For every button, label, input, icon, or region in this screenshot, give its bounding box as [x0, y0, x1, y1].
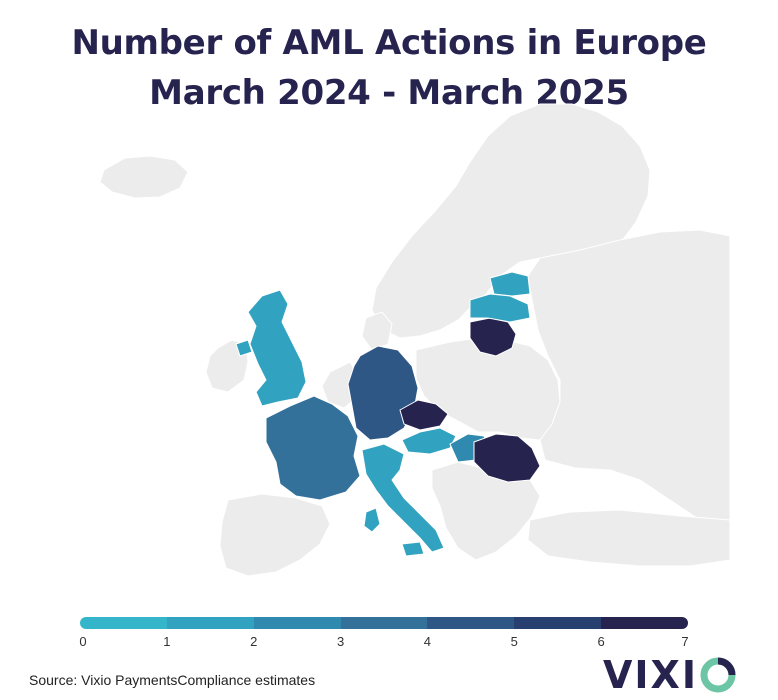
- legend-segment: [80, 617, 167, 629]
- country-romania: [473, 433, 541, 483]
- title-line-1: Number of AML Actions in Europe: [71, 23, 707, 63]
- legend-segment: [340, 617, 428, 629]
- country-latvia: [469, 293, 531, 323]
- legend-segment: [427, 617, 515, 629]
- country-germany: [347, 345, 419, 441]
- legend-segment: [166, 617, 254, 629]
- legend-tick-label: 7: [681, 634, 689, 649]
- land-benelux: [321, 361, 359, 409]
- legend-segment: [514, 617, 602, 629]
- legend-tick-label: 4: [423, 634, 432, 649]
- page-title: Number of AML Actions in Europe March 20…: [0, 18, 778, 118]
- color-legend: 0 1 2 3 4 5 6 7: [79, 617, 690, 657]
- vixio-logo: VIXI: [603, 654, 738, 696]
- country-italy: [361, 443, 445, 553]
- land-east: [527, 229, 731, 521]
- country-austria: [401, 427, 457, 455]
- land-denmark: [361, 311, 393, 351]
- country-united-kingdom: [247, 289, 307, 407]
- legend-tick-label: 3: [336, 634, 345, 649]
- country-ireland-ni: [235, 339, 253, 357]
- legend-tick-label: 6: [597, 634, 605, 649]
- legend-tick-label: 0: [79, 634, 87, 649]
- legend-color-bar: [80, 617, 688, 629]
- land-iberia: [219, 493, 331, 577]
- land-turkey: [527, 509, 731, 567]
- country-france: [265, 395, 361, 501]
- source-note: Source: Vixio PaymentsCompliance estimat…: [29, 672, 316, 688]
- country-estonia: [489, 271, 531, 297]
- legend-tick-label: 2: [250, 634, 258, 649]
- logo-text: VIXI: [603, 653, 698, 697]
- o-ring-icon: [700, 657, 736, 693]
- legend-segment: [601, 617, 688, 629]
- country-czechia: [399, 399, 449, 431]
- land-iceland: [99, 155, 189, 199]
- base-land: [99, 103, 731, 577]
- data-countries: [235, 271, 541, 557]
- land-ireland: [205, 339, 249, 393]
- legend-tick-label: 1: [163, 634, 171, 649]
- legend-tick-label: 5: [510, 634, 518, 649]
- legend-segment: [253, 617, 341, 629]
- country-sardinia: [363, 507, 381, 533]
- country-sicily: [401, 541, 425, 557]
